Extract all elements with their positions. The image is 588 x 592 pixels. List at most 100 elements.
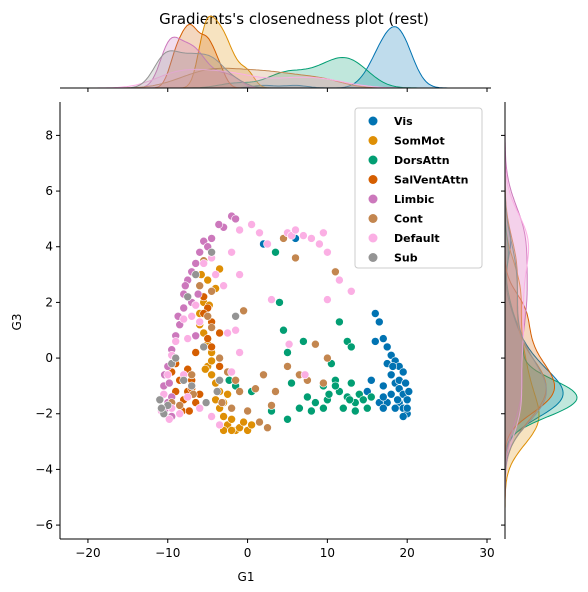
scatter-point <box>323 295 332 304</box>
top-marginal-kde <box>60 15 491 89</box>
scatter-point <box>311 339 320 349</box>
legend-label: SalVentAttn <box>394 174 468 187</box>
scatter-point <box>214 220 224 229</box>
legend-marker <box>368 175 378 184</box>
scatter-point <box>165 378 174 388</box>
scatter-point <box>187 311 196 321</box>
scatter-point <box>358 395 368 405</box>
scatter-point <box>217 398 227 407</box>
scatter-point <box>201 364 210 374</box>
scatter-point <box>235 387 244 396</box>
scatter-point <box>155 395 165 405</box>
scatter-point <box>323 248 332 257</box>
scatter-point <box>323 353 332 363</box>
scatter-point <box>287 378 296 388</box>
scatter-point <box>223 328 232 338</box>
scatter-point <box>263 423 272 433</box>
scatter-point <box>203 311 212 321</box>
scatter-point <box>404 387 414 396</box>
scatter-point <box>402 395 412 405</box>
scatter-point <box>175 401 184 410</box>
scatter-point <box>362 403 372 413</box>
scatter-point <box>345 395 355 405</box>
scatter-point <box>231 375 240 385</box>
x-tick-label: 20 <box>400 546 415 560</box>
scatter-point <box>239 417 248 427</box>
scatter-point <box>195 403 204 413</box>
scatter-point <box>227 426 236 435</box>
y-tick-label: −4 <box>35 462 53 476</box>
scatter-point <box>366 375 376 385</box>
scatter-point <box>346 342 356 352</box>
scatter-point <box>235 348 244 357</box>
scatter-point <box>291 225 300 235</box>
scatter-point <box>299 231 308 240</box>
scatter-point <box>199 342 208 352</box>
legend-label: SomMot <box>394 135 445 148</box>
legend-marker <box>368 214 378 223</box>
scatter-point <box>307 406 316 416</box>
scatter-point <box>259 370 268 380</box>
scatter-point <box>179 303 188 313</box>
scatter-point <box>370 309 380 318</box>
scatter-point <box>279 325 288 335</box>
scatter-point <box>267 295 276 304</box>
legend-marker <box>368 155 378 165</box>
scatter-point <box>201 398 211 407</box>
scatter-point <box>212 387 222 396</box>
scatter-point <box>171 337 180 346</box>
y-tick-label: −2 <box>35 407 53 421</box>
y-tick-label: 0 <box>45 351 53 365</box>
scatter-point <box>207 323 216 332</box>
scatter-point <box>366 392 376 402</box>
legend-label: Vis <box>394 115 413 128</box>
scatter-point <box>275 298 284 307</box>
scatter-point <box>207 412 216 421</box>
legend-label: Sub <box>394 252 418 265</box>
scatter-point <box>219 281 228 291</box>
y-tick-label: −6 <box>35 518 53 532</box>
scatter-point <box>319 403 328 413</box>
scatter-point <box>199 259 208 268</box>
scatter-point <box>255 228 264 238</box>
legend-label: Limbic <box>394 193 434 206</box>
x-tick-label: −20 <box>75 546 100 560</box>
scatter-point <box>378 381 388 391</box>
scatter-point <box>370 337 380 346</box>
x-tick-label: −10 <box>155 546 180 560</box>
scatter-point <box>235 270 244 279</box>
scatter-point <box>382 342 392 352</box>
y-tick-label: 2 <box>45 295 53 309</box>
scatter-point <box>374 317 384 327</box>
scatter-point <box>284 339 294 349</box>
scatter-point <box>335 317 344 327</box>
x-ticks: −20 −10 0 10 20 30 <box>75 88 495 560</box>
scatter-point <box>185 406 194 416</box>
scatter-point <box>191 300 200 310</box>
scatter-point <box>223 389 232 399</box>
x-tick-label: 30 <box>479 546 494 560</box>
scatter-point <box>193 289 203 299</box>
scatter-point <box>346 378 356 388</box>
scatter-point <box>187 381 196 391</box>
scatter-point <box>319 228 328 238</box>
scatter-point <box>207 234 216 243</box>
scatter-point <box>386 389 396 399</box>
scatter-point <box>271 248 280 257</box>
scatter-point <box>283 362 292 371</box>
scatter-point <box>203 275 212 285</box>
scatter-point <box>219 412 228 421</box>
scatter-point <box>157 403 166 413</box>
x-tick-label: 0 <box>244 546 252 560</box>
y-tick-label: 6 <box>45 184 53 198</box>
scatter-point <box>195 281 204 291</box>
scatter-point <box>295 403 304 413</box>
scatter-point <box>191 348 200 357</box>
scatter-point <box>319 378 328 388</box>
y-ticks: −6 −4 −2 0 2 4 6 8 <box>35 128 505 532</box>
scatter-point <box>331 267 340 277</box>
chart-title: Gradients's closenedness plot (rest) <box>159 10 429 28</box>
scatter-point <box>303 392 312 402</box>
legend-marker <box>368 116 378 126</box>
scatter-point <box>401 378 410 388</box>
